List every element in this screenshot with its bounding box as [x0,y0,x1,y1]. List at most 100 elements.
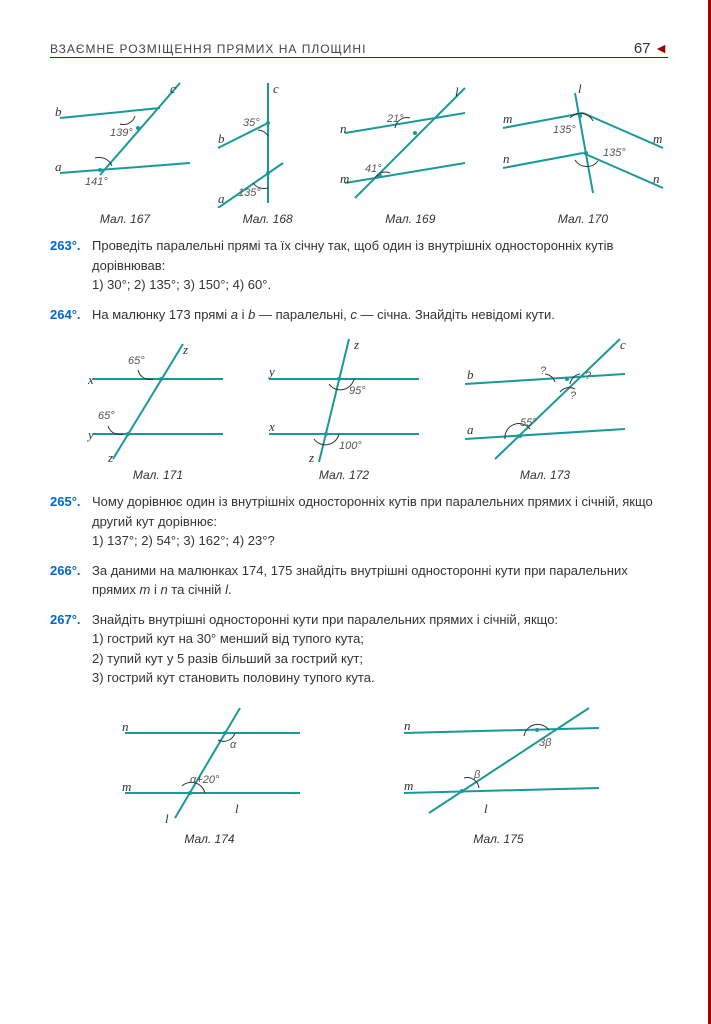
figure-175: n m l 3β β Мал. 175 [389,698,609,846]
angle-alpha: α [230,739,237,751]
angle-141: 141° [85,176,108,188]
page-number: 67 [634,40,651,57]
angle-135a: 135° [553,124,576,136]
label-l1: l [235,801,239,816]
problem-267-body: Знайдіть внутрішні односторонні кути при… [92,610,668,688]
problem-264-pre: На малюнку 173 прямі [92,307,231,322]
angle-q1: ? [585,370,592,382]
label-y: y [86,427,94,442]
figure-172-svg: z z y x 95° 100° [259,334,429,464]
caption-167: Мал. 167 [50,212,200,226]
problem-263-num: 263°. [50,236,92,295]
caption-169: Мал. 169 [335,212,485,226]
angle-alpha20: α+20° [190,774,220,786]
problem-264-mid2: — паралельні, [255,307,350,322]
label-a: a [467,422,474,437]
figure-167: b a c 139° 141° Мал. 167 [50,78,200,226]
page-marker-icon: ◄ [654,40,668,56]
angle-3beta: 3β [539,737,552,749]
problem-265: 265°. Чому дорівнює один із внутрішніх о… [50,492,668,551]
caption-175: Мал. 175 [389,832,609,846]
angle-21: 21° [386,113,404,125]
angle-beta: β [473,769,481,781]
problem-264-num: 264°. [50,305,92,325]
label-z1: z [182,342,188,357]
figure-169: l n m 21° 41° Мал. 169 [335,78,485,226]
figure-168: c b a 35° 135° Мал. 168 [213,78,323,226]
figure-171-svg: x y z z 65° 65° [83,334,233,464]
angle-65b: 65° [98,410,115,422]
figure-174-svg: n m l l α α+20° [110,698,310,828]
figure-row-2: x y z z 65° 65° Мал. 171 z z y x 95° 100… [50,334,668,482]
problem-266-n: n [160,582,167,597]
angle-135b: 135° [603,147,626,159]
page-number-block: 67 ◄ [634,40,668,57]
caption-173: Мал. 173 [455,468,635,482]
label-n: n [503,151,510,166]
label-n2: n [653,171,660,186]
label-m: m [340,171,349,186]
angle-41: 41° [365,163,382,175]
problem-266-m: m [139,582,150,597]
problem-266-num: 266°. [50,561,92,600]
label-m: m [404,778,413,793]
label-x: x [87,372,94,387]
figure-row-3: n m l l α α+20° Мал. 174 n m l 3β β Мал.… [50,698,668,846]
label-c: c [273,81,279,96]
caption-174: Мал. 174 [110,832,310,846]
label-n: n [340,121,347,136]
angle-q2: ? [540,365,547,377]
label-b: b [218,131,225,146]
label-l: l [484,801,488,816]
problem-263-text: Проведіть паралельні прямі та їх січну т… [92,238,613,273]
label-l: l [455,84,459,99]
problem-265-num: 265°. [50,492,92,551]
angle-65a: 65° [128,355,145,367]
caption-171: Мал. 171 [83,468,233,482]
label-c: c [170,81,176,96]
angle-95: 95° [349,385,366,397]
label-m2: m [653,131,662,146]
caption-172: Мал. 172 [259,468,429,482]
problem-265-body: Чому дорівнює один із внутрішніх односто… [92,492,668,551]
problem-263-body: Проведіть паралельні прямі та їх січну т… [92,236,668,295]
figure-174: n m l l α α+20° Мал. 174 [110,698,310,846]
figure-171: x y z z 65° 65° Мал. 171 [83,334,233,482]
problem-267-sub3: 3) гострий кут становить половину тупого… [92,670,375,685]
problem-267-text: Знайдіть внутрішні односторонні кути при… [92,612,558,627]
angle-q3: ? [570,390,577,402]
figure-173: c b a ? ? ? 55° Мал. 173 [455,334,635,482]
label-a: a [55,159,62,174]
section-title: ВЗАЄМНЕ РОЗМІЩЕННЯ ПРЯМИХ НА ПЛОЩИНІ [50,42,366,56]
problem-266-mid: та січній [168,582,225,597]
angle-35: 35° [243,117,260,129]
label-z2: z [308,450,314,464]
figure-173-svg: c b a ? ? ? 55° [455,334,635,464]
problem-264-post: — січна. Знайдіть невідомі кути. [357,307,555,322]
label-y: y [267,364,275,379]
problem-266-and: і [150,582,160,597]
problem-263-sub: 1) 30°; 2) 135°; 3) 150°; 4) 60°. [92,277,271,292]
label-a: a [218,191,225,206]
problem-266-post: . [228,582,232,597]
problem-265-text: Чому дорівнює один із внутрішніх односто… [92,494,653,529]
figure-170-svg: l m n m n 135° 135° [498,78,668,208]
figure-175-svg: n m l 3β β [389,698,609,828]
angle-55: 55° [520,417,537,429]
label-n: n [404,718,411,733]
label-x: x [268,419,275,434]
figure-172: z z y x 95° 100° Мал. 172 [259,334,429,482]
label-l: l [578,81,582,96]
problem-267: 267°. Знайдіть внутрішні односторонні ку… [50,610,668,688]
angle-100: 100° [339,440,362,452]
problem-263: 263°. Проведіть паралельні прямі та їх с… [50,236,668,295]
angle-139: 139° [110,127,133,139]
figure-170: l m n m n 135° 135° Мал. 170 [498,78,668,226]
label-b: b [467,367,474,382]
figure-row-1: b a c 139° 141° Мал. 167 c b a 35° 135° … [50,78,668,226]
figure-168-svg: c b a 35° 135° [213,78,323,208]
problem-264: 264°. На малюнку 173 прямі a і b — парал… [50,305,668,325]
label-c: c [620,337,626,352]
label-z1: z [353,337,359,352]
label-m: m [503,111,512,126]
